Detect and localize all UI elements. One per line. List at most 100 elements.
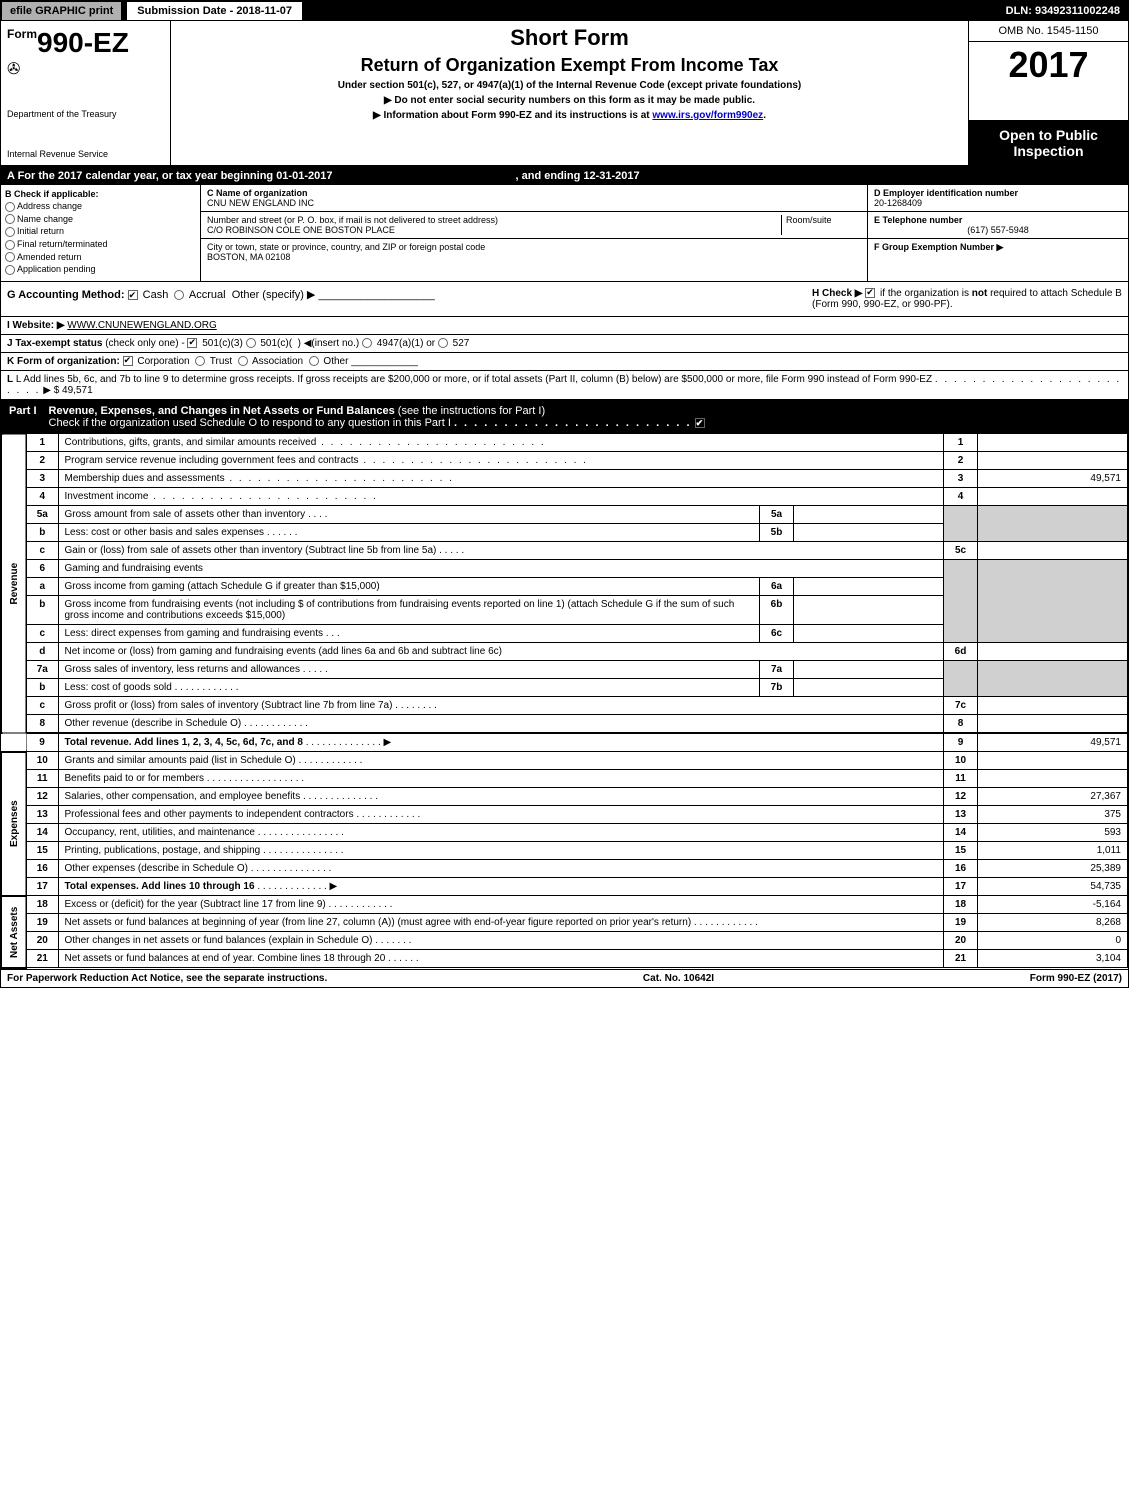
ref-6d: 6d	[944, 643, 978, 661]
cash-label: Cash	[143, 289, 169, 301]
ln-5a: 5a	[26, 506, 58, 524]
ln-1: 1	[26, 434, 58, 452]
amt-12: 27,367	[978, 788, 1128, 806]
ln-5b: b	[26, 524, 58, 542]
ln-16: 16	[26, 860, 58, 878]
ibox-5a: 5a	[760, 506, 794, 524]
header-left: Form990-EZ ✇ Department of the Treasury …	[1, 21, 171, 165]
ref-8: 8	[944, 715, 978, 734]
h-label: H Check ▶	[812, 288, 862, 299]
chk-pending[interactable]: Application pending	[5, 264, 196, 275]
row-l-gross-receipts: L L Add lines 5b, 6c, and 7b to line 9 t…	[1, 371, 1128, 401]
chk-initial-return[interactable]: Initial return	[5, 226, 196, 237]
ln-6a: a	[26, 578, 58, 596]
desc-15: Printing, publications, postage, and shi…	[65, 845, 261, 856]
chk-501c3[interactable]	[187, 338, 197, 348]
e-phone-block: E Telephone number (617) 557-5948	[868, 212, 1128, 239]
desc-6d: Net income or (loss) from gaming and fun…	[65, 646, 502, 657]
c-name-label: C Name of organization	[207, 188, 308, 198]
chk-cash[interactable]	[128, 290, 138, 300]
org-addr-block: Number and street (or P. O. box, if mail…	[201, 212, 867, 239]
amt-17: 54,735	[978, 878, 1128, 896]
ref-5c: 5c	[944, 542, 978, 560]
desc-1: Contributions, gifts, grants, and simila…	[65, 437, 317, 448]
ref-11: 11	[944, 770, 978, 788]
section-expenses: Expenses	[2, 752, 27, 896]
ein-value: 20-1268409	[874, 198, 922, 208]
dept-irs: Internal Revenue Service	[7, 149, 164, 159]
amt-11	[978, 770, 1128, 788]
chk-amended[interactable]: Amended return	[5, 252, 196, 263]
footer-right: Form 990-EZ (2017)	[1030, 973, 1122, 984]
desc-5a: Gross amount from sale of assets other t…	[65, 509, 306, 520]
other-label: Other (specify) ▶	[232, 289, 316, 301]
amt-14: 593	[978, 824, 1128, 842]
header-right: OMB No. 1545-1150 2017 Open to Public In…	[968, 21, 1128, 165]
return-title: Return of Organization Exempt From Incom…	[179, 55, 960, 76]
j-detail: (check only one) - 501(c)(3) 501(c)( ) ◀…	[105, 338, 469, 349]
org-city-block: City or town, state or province, country…	[201, 239, 867, 265]
section-revenue: Revenue	[2, 434, 27, 734]
chk-other-org[interactable]	[309, 356, 319, 366]
chk-assoc[interactable]	[238, 356, 248, 366]
chk-final-return[interactable]: Final return/terminated	[5, 239, 196, 250]
chk-schedule-o[interactable]	[695, 418, 705, 428]
row-j-tax-status: J Tax-exempt status (check only one) - 5…	[1, 335, 1128, 353]
g-label: G Accounting Method:	[7, 289, 125, 301]
ref-16: 16	[944, 860, 978, 878]
amt-7c	[978, 697, 1128, 715]
i-label: I Website: ▶	[7, 320, 65, 331]
chk-527[interactable]	[438, 338, 448, 348]
ref-14: 14	[944, 824, 978, 842]
ibox-7b: 7b	[760, 679, 794, 697]
iamt-7a	[794, 661, 944, 679]
ref-21: 21	[944, 950, 978, 968]
amt-3: 49,571	[978, 470, 1128, 488]
desc-10: Grants and similar amounts paid (list in…	[65, 755, 296, 766]
ln-6: 6	[26, 560, 58, 578]
c-city-label: City or town, state or province, country…	[207, 242, 485, 252]
desc-5b: Less: cost or other basis and sales expe…	[65, 527, 265, 538]
desc-20: Other changes in net assets or fund bala…	[65, 935, 373, 946]
ref-10: 10	[944, 752, 978, 770]
part-i-header: Part I Revenue, Expenses, and Changes in…	[1, 401, 1128, 433]
ref-4: 4	[944, 488, 978, 506]
org-address: C/O ROBINSON COLE ONE BOSTON PLACE	[207, 225, 395, 235]
row-a-tax-year: A For the 2017 calendar year, or tax yea…	[1, 167, 1128, 185]
amt-2	[978, 452, 1128, 470]
row-a-begin: A For the 2017 calendar year, or tax yea…	[7, 170, 332, 182]
header-middle: Short Form Return of Organization Exempt…	[171, 21, 968, 165]
desc-21: Net assets or fund balances at end of ye…	[65, 953, 386, 964]
chk-accrual[interactable]	[174, 290, 184, 300]
desc-13: Professional fees and other payments to …	[65, 809, 354, 820]
h-text1: if the organization is	[880, 288, 972, 299]
desc-6c: Less: direct expenses from gaming and fu…	[65, 628, 323, 639]
footer-left: For Paperwork Reduction Act Notice, see …	[7, 973, 327, 984]
org-name: CNU NEW ENGLAND INC	[207, 198, 314, 208]
amt-10	[978, 752, 1128, 770]
irs-link[interactable]: www.irs.gov/form990ez	[652, 110, 763, 121]
row-a-end: , and ending 12-31-2017	[516, 170, 640, 182]
chk-501c[interactable]	[246, 338, 256, 348]
desc-2: Program service revenue including govern…	[65, 455, 359, 466]
ref-2: 2	[944, 452, 978, 470]
ln-7a: 7a	[26, 661, 58, 679]
efile-print-button[interactable]: efile GRAPHIC print	[1, 1, 122, 21]
ln-12: 12	[26, 788, 58, 806]
submission-date: Submission Date - 2018-11-07	[126, 1, 303, 21]
section-bcdef: B Check if applicable: Address change Na…	[1, 185, 1128, 282]
ln-14: 14	[26, 824, 58, 842]
desc-9: Total revenue. Add lines 1, 2, 3, 4, 5c,…	[65, 737, 303, 748]
chk-4947[interactable]	[362, 338, 372, 348]
ref-17: 17	[944, 878, 978, 896]
form-990ez-page: efile GRAPHIC print Submission Date - 20…	[0, 0, 1129, 988]
chk-name-change[interactable]: Name change	[5, 214, 196, 225]
chk-address-change[interactable]: Address change	[5, 201, 196, 212]
f-label: F Group Exemption Number ▶	[874, 242, 1003, 252]
chk-corp[interactable]	[123, 356, 133, 366]
chk-trust[interactable]	[195, 356, 205, 366]
chk-h[interactable]	[865, 288, 875, 298]
accrual-label: Accrual	[189, 289, 226, 301]
gray-7-amt	[978, 661, 1128, 697]
form-990ez-label: 990-EZ	[37, 27, 129, 58]
